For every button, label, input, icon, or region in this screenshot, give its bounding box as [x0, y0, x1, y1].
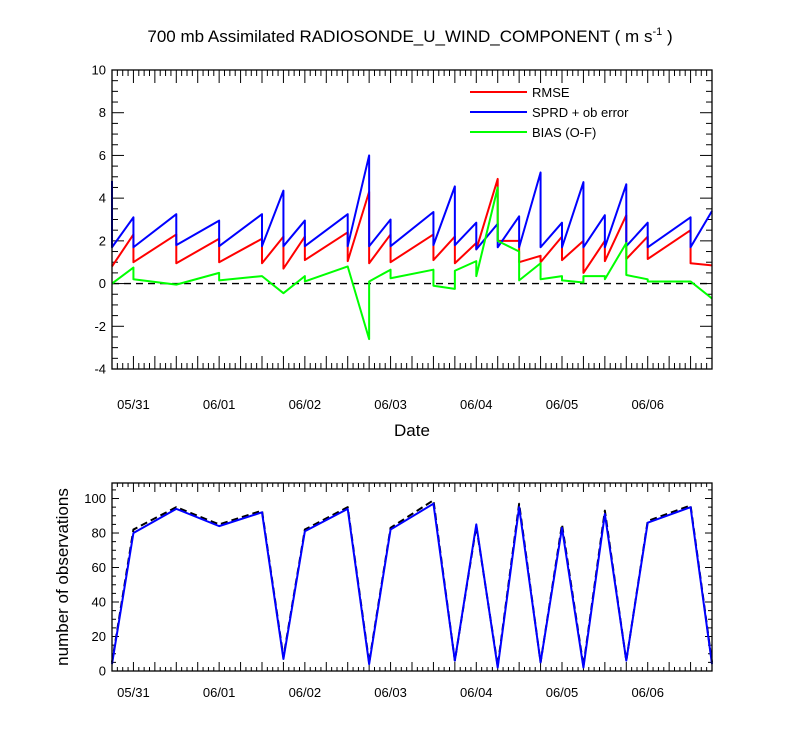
- top-chart: 700 mb Assimilated RADIOSONDE_U_WIND_COM…: [92, 26, 713, 440]
- legend: RMSE SPRD + ob error BIAS (O-F): [470, 85, 629, 140]
- x-tick-label: 06/04: [460, 397, 493, 412]
- legend-label: BIAS (O-F): [532, 125, 596, 140]
- y-tick-label: 80: [92, 526, 106, 541]
- y-tick-label: 2: [99, 233, 106, 248]
- y-tick-label: -4: [94, 362, 106, 377]
- x-tick-label: 06/05: [546, 685, 579, 700]
- y-tick-label: 4: [99, 191, 106, 206]
- y-tick-label: 20: [92, 629, 106, 644]
- y-tick-label: 8: [99, 105, 106, 120]
- obs-line-possible: [111, 499, 713, 667]
- bottom-chart: 05/31 06/01 06/02 06/03 06/04 06/05 06/06 0 20 40…: [53, 482, 713, 700]
- bottom-axes: 05/31 06/01 06/02 06/03 06/04 06/05 06/06 0 20 40…: [84, 483, 713, 700]
- x-tick-label: 06/06: [631, 685, 664, 700]
- top-series-group: [111, 154, 713, 341]
- y-tick-label: 0: [99, 664, 106, 679]
- y-tick-label: 6: [99, 148, 106, 163]
- y-axis-title: number of observations: [53, 488, 72, 666]
- y-tick-label: -2: [94, 319, 106, 334]
- series-line-rmse: [111, 177, 713, 274]
- x-tick-label: 06/06: [631, 397, 664, 412]
- y-tick-label: 10: [92, 63, 106, 78]
- x-tick-label: 06/03: [374, 397, 407, 412]
- series-line-bias-o-f: [111, 186, 713, 341]
- x-tick-label: 06/03: [374, 685, 407, 700]
- y-tick-label: 60: [92, 560, 106, 575]
- series-line-sprd-ob-error: [111, 154, 713, 251]
- y-tick-label: 40: [92, 595, 106, 610]
- legend-label: SPRD + ob error: [532, 105, 629, 120]
- x-tick-label: 05/31: [117, 397, 150, 412]
- x-tick-label: 06/05: [546, 397, 579, 412]
- top-plot-frame: [111, 69, 713, 370]
- top-axes: 05/31 06/01 06/02 06/03 06/04 06/05 06/06 -4 -2 0…: [92, 63, 713, 412]
- x-tick-label: 06/02: [289, 397, 322, 412]
- x-tick-label: 06/02: [289, 685, 322, 700]
- bottom-series-group: [111, 499, 713, 669]
- x-tick-label: 06/04: [460, 685, 493, 700]
- bottom-plot-frame: [111, 482, 713, 672]
- x-tick-label: 06/01: [203, 397, 236, 412]
- x-axis-title: Date: [394, 421, 430, 440]
- legend-label: RMSE: [532, 85, 570, 100]
- y-tick-label: 0: [99, 276, 106, 291]
- y-tick-label: 100: [84, 491, 106, 506]
- x-tick-label: 06/01: [203, 685, 236, 700]
- chart-title: 700 mb Assimilated RADIOSONDE_U_WIND_COM…: [147, 26, 672, 46]
- obs-line-assimilated: [111, 502, 713, 669]
- x-tick-label: 05/31: [117, 685, 150, 700]
